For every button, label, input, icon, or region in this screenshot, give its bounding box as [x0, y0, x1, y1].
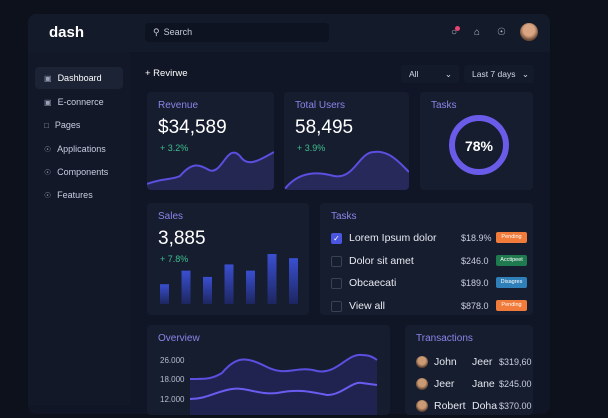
overview-series-1: [189, 353, 378, 380]
task-checkbox[interactable]: ✓: [331, 233, 342, 244]
transaction-amount: $319,60: [499, 357, 532, 367]
card-title: Tasks: [431, 100, 457, 111]
y-tick: 18.000: [160, 375, 185, 384]
users-value: 58,495: [295, 117, 354, 138]
task-row[interactable]: Obcaecati $189.0 Disagres: [331, 275, 531, 295]
sales-bar: [289, 258, 298, 304]
revenue-sparkline: [147, 151, 274, 190]
task-amount: $246.0: [461, 255, 489, 266]
status-badge: Acctipeet: [496, 254, 527, 266]
card-title: Overview: [158, 333, 200, 344]
tasks-ring-card: Tasks 78%: [420, 92, 533, 190]
search-icon: ⚲: [153, 27, 160, 37]
sales-bar: [203, 276, 212, 304]
applications-icon: ☉: [44, 145, 52, 154]
task-row[interactable]: View all $878.0 Pending: [331, 298, 531, 318]
task-label: Obcaecati: [349, 277, 397, 289]
sales-delta: + 7.8%: [160, 254, 189, 264]
sidebar-item-features[interactable]: ☉ Features: [44, 190, 93, 200]
ecommerce-icon: ▣: [44, 98, 52, 107]
users-delta: + 3.9%: [297, 143, 326, 153]
task-checkbox[interactable]: [331, 255, 342, 267]
chevron-down-icon: ⌄: [521, 69, 529, 79]
y-tick: 12.000: [160, 395, 185, 404]
sidebar-item-pages[interactable]: □ Pages: [44, 120, 81, 130]
task-checkbox[interactable]: [331, 278, 342, 289]
card-title: Tasks: [331, 211, 357, 222]
task-label: View all: [349, 299, 385, 312]
home-icon[interactable]: ⌂: [474, 27, 481, 38]
transaction-from: Robert: [434, 400, 466, 412]
task-row[interactable]: Dolor sit amet $246.0 Acctipeet: [331, 253, 531, 273]
status-badge: Pending: [496, 232, 527, 243]
card-title: Total Users: [295, 100, 346, 111]
chevron-down-icon: ⌄: [444, 69, 452, 79]
sales-value: 3,885: [158, 228, 206, 249]
transaction-row[interactable]: Robert Doha $370.00: [416, 398, 536, 418]
sales-bar: [246, 270, 255, 304]
notification-icon[interactable]: ○: [451, 27, 458, 38]
transaction-row[interactable]: Jeer Jane $245.00: [416, 376, 536, 396]
date-range-select[interactable]: Last 7 days ⌄: [464, 65, 534, 83]
transactions-card: Transactions: [405, 325, 533, 415]
components-icon: ☉: [44, 168, 52, 177]
status-badge: Disagres: [496, 277, 527, 288]
transaction-amount: $245.00: [499, 379, 532, 389]
task-row[interactable]: ✓ Lorem Ipsum dolor $18.9% Pending: [331, 230, 531, 250]
logo[interactable]: dash: [49, 24, 85, 41]
task-label: Lorem Ipsum dolor: [349, 232, 437, 244]
sales-card: Sales 3,885 + 7.8%: [147, 203, 309, 315]
avatar: [416, 378, 428, 390]
avatar: [416, 400, 428, 412]
sales-bar: [224, 264, 234, 304]
features-icon: ☉: [44, 191, 52, 200]
avatar: [416, 356, 428, 368]
users-sparkline: [284, 150, 409, 190]
transaction-to: Jeer: [472, 356, 493, 368]
overview-chart: [189, 353, 378, 415]
overview-card: Overview: [147, 325, 390, 415]
sidebar-item-ecommerce[interactable]: ▣ E-connerce: [44, 97, 104, 107]
transaction-row[interactable]: John Jeer $319,60: [416, 354, 536, 374]
filter-select[interactable]: All ⌄: [401, 65, 459, 83]
revenue-value: $34,589: [158, 117, 227, 138]
search-input[interactable]: ⚲ Search: [145, 23, 329, 42]
card-title: Transactions: [416, 333, 473, 344]
add-review-button[interactable]: + Revirwe: [145, 68, 188, 79]
tasks-percent: 78%: [464, 138, 494, 154]
avatar[interactable]: [520, 23, 538, 41]
sales-bar: [181, 270, 191, 304]
task-label: Dolor sit amet: [349, 254, 414, 267]
sidebar-item-components[interactable]: ☉ Components: [44, 167, 109, 177]
card-title: Sales: [158, 211, 184, 222]
sidebar-item-applications[interactable]: ☉ Applications: [44, 144, 106, 154]
transaction-amount: $370.00: [499, 401, 532, 411]
transaction-from: Jeer: [434, 378, 455, 390]
dashboard-icon: ▣: [44, 74, 52, 83]
notification-badge: [455, 26, 460, 31]
tasks-progress-ring: [449, 115, 509, 175]
task-checkbox[interactable]: [331, 300, 342, 312]
y-tick: 26.000: [160, 356, 185, 365]
card-title: Revenue: [158, 100, 199, 111]
transaction-to: Doha: [472, 400, 498, 412]
users-card: Total Users 58,495 + 3.9%: [284, 92, 409, 190]
sidebar: [28, 52, 130, 405]
task-amount: $878.0: [461, 300, 489, 311]
transaction-from: John: [434, 356, 457, 368]
sales-bar: [160, 284, 169, 304]
sales-bar-chart: [160, 254, 298, 304]
revenue-delta: + 3.2%: [160, 143, 189, 153]
status-badge: Pending: [496, 299, 527, 311]
sidebar-item-dashboard[interactable]: ▣ Dashboard: [35, 67, 123, 89]
overview-series-2: [189, 381, 378, 400]
task-amount: $18.9%: [461, 233, 492, 243]
info-icon[interactable]: ☉: [497, 27, 506, 38]
task-amount: $189.0: [461, 278, 489, 288]
pages-icon: □: [44, 121, 49, 130]
transaction-to: Jane: [472, 378, 495, 390]
sales-bar: [267, 254, 277, 304]
revenue-card: Revenue $34,589 + 3.2%: [147, 92, 274, 190]
